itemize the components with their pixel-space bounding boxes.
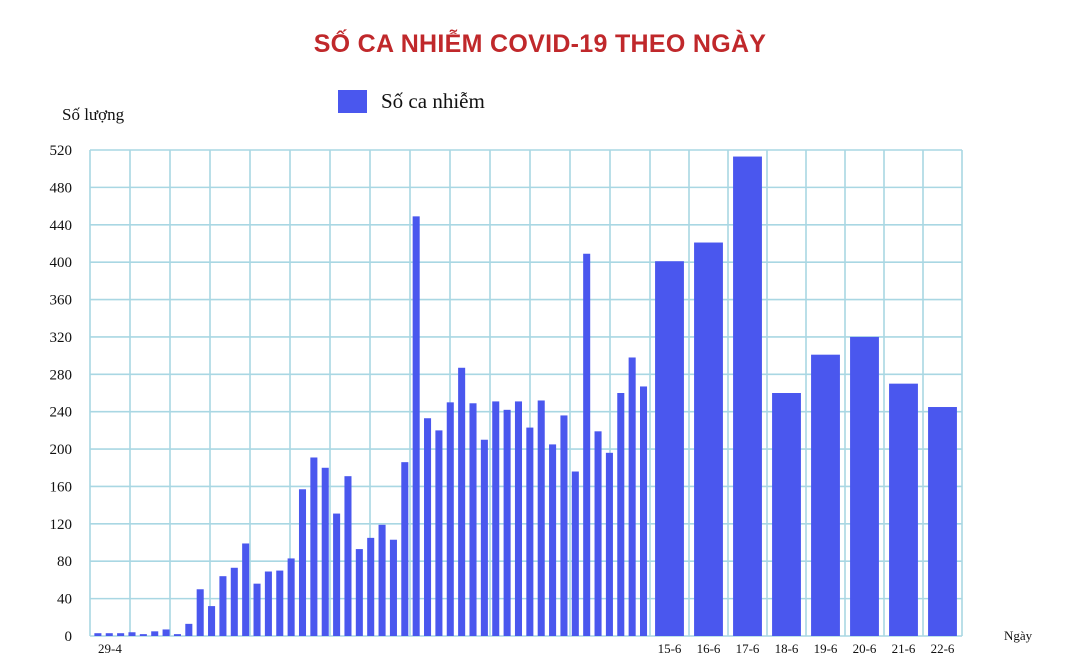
bar-daily bbox=[549, 444, 557, 636]
bar-labeled bbox=[694, 242, 723, 636]
bar-daily bbox=[367, 537, 375, 636]
bar-daily bbox=[628, 357, 636, 636]
chart-bars bbox=[94, 156, 957, 637]
x-tick-label: 21-6 bbox=[892, 641, 916, 656]
y-tick-label: 200 bbox=[50, 442, 73, 458]
bar-daily bbox=[537, 400, 545, 636]
bar-daily bbox=[208, 606, 216, 636]
bar-daily bbox=[492, 401, 500, 636]
y-tick-label: 40 bbox=[57, 592, 72, 608]
bar-daily bbox=[151, 631, 159, 636]
x-tick-label: 29-4 bbox=[98, 641, 122, 656]
legend-label: Số ca nhiễm bbox=[381, 89, 485, 113]
y-tick-label: 480 bbox=[50, 180, 73, 196]
bar-daily bbox=[173, 634, 181, 636]
y-tick-label: 360 bbox=[50, 293, 73, 309]
y-tick-label: 240 bbox=[50, 405, 73, 421]
y-tick-label: 160 bbox=[50, 479, 73, 495]
x-tick-label: 16-6 bbox=[697, 641, 721, 656]
x-tick-label: 18-6 bbox=[775, 641, 799, 656]
bar-daily bbox=[230, 567, 238, 636]
bar-daily bbox=[196, 589, 204, 636]
x-tick-label: 22-6 bbox=[931, 641, 955, 656]
bar-daily bbox=[333, 513, 341, 636]
y-tick-label: 0 bbox=[65, 629, 73, 645]
bar-daily bbox=[594, 431, 602, 636]
bar-daily bbox=[105, 633, 113, 636]
bar-daily bbox=[321, 467, 329, 636]
bar-labeled bbox=[889, 383, 918, 636]
bar-daily bbox=[639, 386, 648, 636]
bar-daily bbox=[378, 524, 386, 636]
x-axis-label: Ngày bbox=[1004, 628, 1033, 643]
bar-daily bbox=[162, 629, 170, 636]
chart-legend: Số ca nhiễm bbox=[338, 89, 485, 114]
bar-daily bbox=[185, 623, 193, 636]
bar-daily bbox=[298, 489, 307, 636]
bar-daily bbox=[446, 402, 454, 636]
bar-daily bbox=[253, 583, 261, 636]
bar-daily bbox=[389, 539, 397, 636]
y-tick-label: 440 bbox=[50, 218, 73, 234]
x-tick-label: 19-6 bbox=[814, 641, 838, 656]
bar-daily bbox=[571, 471, 579, 636]
bar-daily bbox=[605, 452, 613, 636]
x-tick-label: 15-6 bbox=[658, 641, 682, 656]
bar-daily bbox=[344, 476, 352, 636]
bar-daily bbox=[117, 633, 125, 636]
bar-daily bbox=[264, 571, 272, 636]
bar-daily bbox=[560, 415, 568, 636]
y-tick-label: 400 bbox=[50, 255, 73, 271]
legend-swatch bbox=[338, 90, 367, 113]
y-axis-label: Số lượng bbox=[62, 105, 125, 124]
x-tick-label: 17-6 bbox=[736, 641, 760, 656]
bar-daily bbox=[503, 409, 511, 636]
bar-daily bbox=[242, 543, 250, 636]
bar-labeled bbox=[655, 261, 684, 636]
x-tick-label: 20-6 bbox=[853, 641, 877, 656]
bar-labeled bbox=[811, 354, 840, 636]
bar-daily bbox=[219, 576, 227, 636]
bar-labeled bbox=[733, 156, 762, 637]
bar-daily bbox=[276, 570, 284, 636]
bar-daily bbox=[514, 401, 523, 636]
bar-daily bbox=[355, 549, 363, 636]
bar-daily bbox=[583, 253, 591, 636]
bar-daily bbox=[469, 403, 477, 636]
bar-daily bbox=[435, 430, 443, 636]
y-tick-label: 120 bbox=[50, 517, 73, 533]
bar-labeled bbox=[928, 407, 957, 636]
bar-daily bbox=[458, 367, 466, 636]
x-tick-labels: 29-4 15-6 16-6 17-6 18-6 19-6 20-6 21-6 22-6 bbox=[98, 641, 955, 656]
bar-daily bbox=[424, 418, 432, 636]
chart-title: SỐ CA NHIỄM COVID-19 THEO NGÀY bbox=[313, 30, 767, 58]
bar-daily bbox=[94, 633, 102, 636]
y-tick-label: 280 bbox=[50, 367, 73, 383]
bar-daily bbox=[617, 393, 625, 636]
bar-daily bbox=[139, 634, 147, 636]
bar-labeled bbox=[772, 393, 801, 636]
y-tick-labels: 0 40 80 120 160 200 240 280 320 360 400 440 480 520 bbox=[50, 143, 73, 645]
bar-daily bbox=[412, 216, 420, 636]
y-tick-label: 520 bbox=[50, 143, 73, 159]
y-tick-label: 80 bbox=[57, 554, 72, 570]
bar-daily bbox=[287, 558, 295, 636]
y-tick-label: 320 bbox=[50, 330, 73, 346]
bar-daily bbox=[310, 457, 318, 636]
bar-daily bbox=[526, 427, 534, 636]
bar-daily bbox=[128, 632, 136, 636]
bar-labeled bbox=[850, 336, 879, 636]
bar-daily bbox=[480, 439, 488, 636]
bar-daily bbox=[401, 462, 409, 636]
